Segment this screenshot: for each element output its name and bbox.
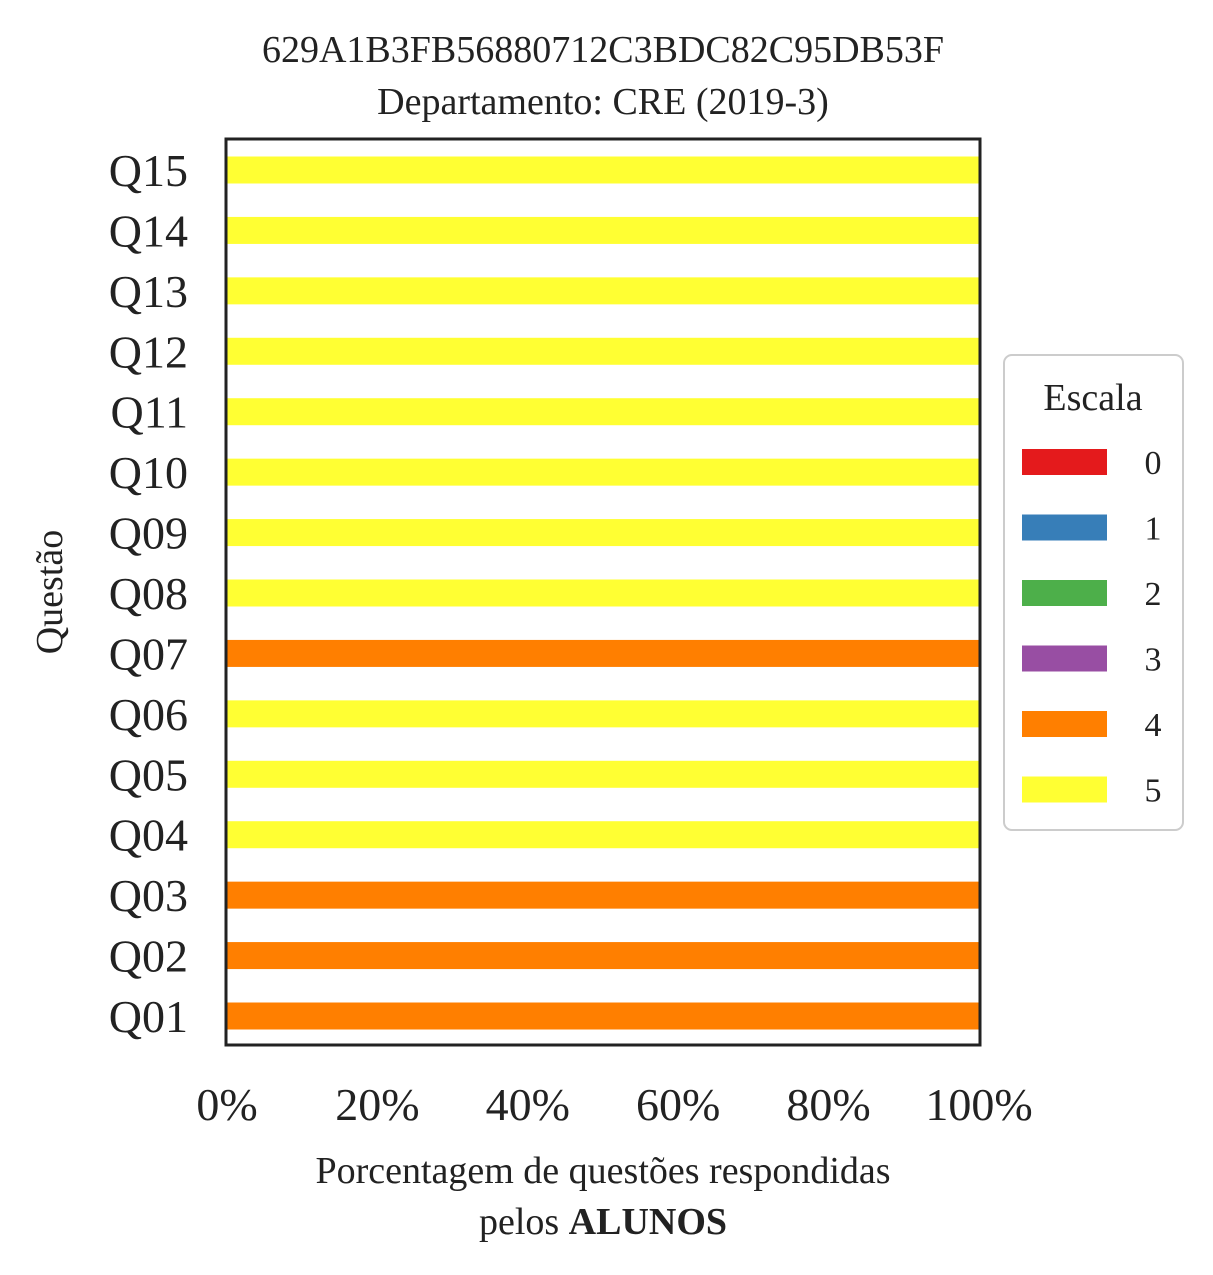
bar-q05-scale-5 (227, 760, 979, 788)
x-tick-labels: 0% 20% 40% 60% 80% 100% (196, 1079, 1032, 1130)
legend-swatch-3 (1022, 645, 1107, 672)
x-tick-label: 20% (335, 1079, 419, 1130)
bar-q02-scale-4 (227, 942, 979, 970)
legend-label-5: 5 (1145, 773, 1162, 810)
bar-q09-scale-5 (227, 519, 979, 547)
y-tick-label: Q01 (109, 991, 188, 1042)
y-tick-label: Q12 (109, 326, 188, 377)
y-tick-label: Q10 (109, 447, 188, 498)
bar-q04-scale-5 (227, 821, 979, 849)
legend-label-1: 1 (1145, 511, 1162, 548)
legend-label-2: 2 (1145, 576, 1162, 613)
bar-q01-scale-4 (227, 1002, 979, 1030)
y-tick-label: Q15 (109, 145, 188, 196)
bar-q11-scale-5 (227, 398, 979, 426)
legend-label-0: 0 (1145, 445, 1162, 482)
y-tick-labels: Q01 Q02 Q03 Q04 Q05 Q06 Q07 Q08 Q09 Q10 Q11 Q12 Q13 Q… (109, 145, 188, 1042)
x-tick-label: 0% (196, 1079, 257, 1130)
bar-q03-scale-4 (227, 881, 979, 909)
x-tick-label: 100% (925, 1079, 1032, 1130)
legend-swatch-5 (1022, 776, 1107, 803)
bar-q08-scale-5 (227, 579, 979, 607)
y-tick-label: Q05 (109, 749, 188, 800)
y-tick-label: Q14 (109, 205, 188, 256)
y-axis-label: Questão (29, 530, 71, 655)
bar-q15-scale-5 (227, 156, 979, 184)
bar-q14-scale-5 (227, 216, 979, 244)
bar-q10-scale-5 (227, 458, 979, 486)
legend-swatch-1 (1022, 514, 1107, 541)
chart-title: 629A1B3FB56880712C3BDC82C95DB53F (262, 29, 944, 71)
plot-frame (224, 137, 982, 1047)
legend-label-3: 3 (1145, 642, 1162, 679)
legend-swatch-2 (1022, 580, 1107, 606)
y-tick-label: Q09 (109, 508, 188, 559)
x-axis-label-prefix: pelos (479, 1201, 569, 1243)
bar-q13-scale-5 (227, 277, 979, 305)
bar-q12-scale-5 (227, 337, 979, 365)
x-tick-label: 40% (486, 1079, 570, 1130)
y-tick-label: Q07 (109, 628, 188, 679)
legend-swatch-4 (1022, 711, 1107, 737)
y-tick-label: Q11 (110, 387, 188, 438)
bar-q07-scale-4 (227, 639, 979, 667)
x-axis-label-line1: Porcentagem de questões respondidas (315, 1150, 890, 1192)
legend-swatch-0 (1022, 449, 1107, 475)
chart-subtitle: Departamento: CRE (2019-3) (377, 81, 829, 123)
y-tick-label: Q03 (109, 870, 188, 921)
legend: Escala 0 1 2 3 4 5 (1003, 354, 1184, 831)
x-axis-label-line2: pelos ALUNOS (479, 1201, 727, 1243)
bars-group (227, 156, 979, 1030)
y-tick-label: Q08 (109, 568, 188, 619)
bar-q06-scale-5 (227, 700, 979, 728)
legend-label-4: 4 (1145, 707, 1162, 744)
y-tick-label: Q13 (109, 266, 188, 317)
x-axis-label-bold: ALUNOS (569, 1201, 727, 1243)
y-tick-label: Q02 (109, 931, 188, 982)
y-tick-label: Q04 (109, 810, 188, 861)
x-tick-label: 80% (786, 1079, 870, 1130)
y-tick-label: Q06 (109, 689, 188, 740)
legend-title: Escala (1043, 377, 1142, 419)
x-tick-label: 60% (636, 1079, 720, 1130)
legend-items: 0 1 2 3 4 5 (1022, 445, 1162, 810)
